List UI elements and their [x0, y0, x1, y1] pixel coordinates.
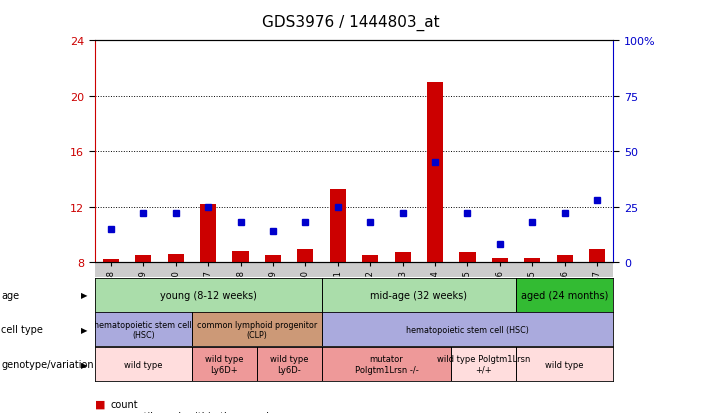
Bar — [103, 259, 119, 262]
Text: wild type: wild type — [124, 360, 163, 369]
Bar — [516, 347, 613, 381]
Text: mutator
Polgtm1Lrsn -/-: mutator Polgtm1Lrsn -/- — [355, 355, 418, 374]
Text: percentile rank within the sample: percentile rank within the sample — [110, 411, 275, 413]
Bar — [233, 251, 249, 262]
Text: common lymphoid progenitor
(CLP): common lymphoid progenitor (CLP) — [196, 320, 317, 339]
Text: wild type: wild type — [545, 360, 584, 369]
Bar — [95, 347, 192, 381]
Bar — [329, 189, 346, 262]
Text: ■: ■ — [95, 411, 105, 413]
Bar — [322, 313, 613, 347]
Bar — [459, 253, 475, 262]
Text: wild type Polgtm1Lrsn
+/+: wild type Polgtm1Lrsn +/+ — [437, 355, 531, 374]
Bar — [516, 278, 613, 312]
Bar — [492, 258, 508, 262]
Text: age: age — [1, 290, 20, 300]
Bar — [95, 313, 192, 347]
Text: ▶: ▶ — [81, 290, 88, 299]
Text: wild type
Ly6D+: wild type Ly6D+ — [205, 355, 243, 374]
Text: hematopoietic stem cell
(HSC): hematopoietic stem cell (HSC) — [95, 320, 192, 339]
Bar — [135, 255, 151, 262]
Text: ▶: ▶ — [81, 325, 88, 334]
Bar — [557, 255, 573, 262]
Text: cell type: cell type — [1, 325, 43, 335]
Bar — [524, 258, 540, 262]
Bar — [200, 204, 216, 262]
Text: ▶: ▶ — [81, 360, 88, 369]
Text: GDS3976 / 1444803_at: GDS3976 / 1444803_at — [261, 14, 440, 31]
Bar — [322, 278, 516, 312]
Bar — [451, 347, 516, 381]
Text: mid-age (32 weeks): mid-age (32 weeks) — [370, 290, 468, 300]
Bar — [257, 347, 322, 381]
Bar — [297, 250, 313, 262]
Text: count: count — [110, 399, 137, 409]
Bar — [589, 250, 605, 262]
Bar — [192, 313, 322, 347]
Bar — [362, 255, 379, 262]
Bar — [192, 347, 257, 381]
Text: young (8-12 weeks): young (8-12 weeks) — [160, 290, 257, 300]
Text: genotype/variation: genotype/variation — [1, 359, 94, 369]
Bar — [395, 253, 411, 262]
Bar — [168, 254, 184, 262]
Bar — [427, 83, 443, 262]
Text: ■: ■ — [95, 399, 105, 409]
Text: hematopoietic stem cell (HSC): hematopoietic stem cell (HSC) — [406, 325, 529, 334]
Bar — [95, 278, 322, 312]
Text: aged (24 months): aged (24 months) — [521, 290, 608, 300]
Bar — [265, 255, 281, 262]
Text: wild type
Ly6D-: wild type Ly6D- — [270, 355, 308, 374]
Bar — [322, 347, 451, 381]
